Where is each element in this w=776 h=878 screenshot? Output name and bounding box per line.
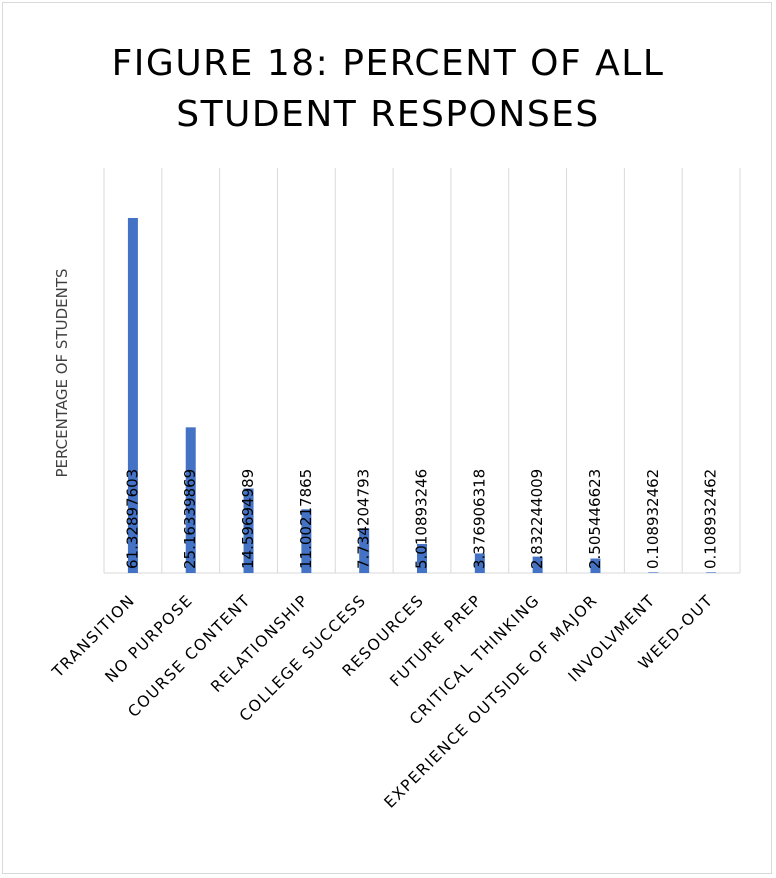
bar-3 — [243, 488, 254, 573]
bar-9 — [590, 558, 601, 573]
data-label-8: 2.832244009 — [528, 469, 546, 569]
bar-4 — [301, 509, 312, 573]
bar-2 — [185, 427, 196, 573]
x-tick-label-9: EXPERIENCE OUTSIDE OF MAJOR — [381, 591, 602, 812]
chart-title-line-1: FIGURE 18: PERCENT OF ALL — [111, 43, 665, 84]
data-label-9: 2.505446623 — [586, 469, 604, 569]
chart-title-line-2: STUDENT RESPONSES — [176, 94, 600, 135]
data-label-3: 14.59694989 — [239, 469, 257, 569]
y-axis-label: PERCENTAGE OF STUDENTS — [53, 268, 71, 477]
data-label-4: 11.00217865 — [297, 469, 315, 569]
data-label-1: 61.32897603 — [123, 469, 141, 569]
bar-10 — [648, 572, 659, 573]
chart-title: FIGURE 18: PERCENT OF ALL STUDENT RESPON… — [0, 38, 776, 140]
data-label-6: 5.010893246 — [413, 469, 431, 569]
bar-5 — [359, 528, 370, 573]
data-label-2: 25.16339869 — [181, 469, 199, 569]
bar-6 — [417, 543, 427, 573]
data-label-7: 3.376906318 — [470, 469, 488, 569]
bar-8 — [532, 556, 543, 573]
x-tick-label-4: RELATIONSHIP — [207, 591, 312, 696]
bar-7 — [474, 553, 485, 573]
data-labels: 61.32897603 25.16339869 14.59694989 11.0021… — [123, 469, 719, 569]
bar-11 — [706, 572, 717, 573]
bars — [127, 218, 717, 573]
data-label-11: 0.108932462 — [702, 469, 720, 569]
data-label-10: 0.108932462 — [644, 469, 662, 569]
bar-1 — [127, 218, 138, 573]
data-label-5: 7.734204793 — [355, 469, 373, 569]
